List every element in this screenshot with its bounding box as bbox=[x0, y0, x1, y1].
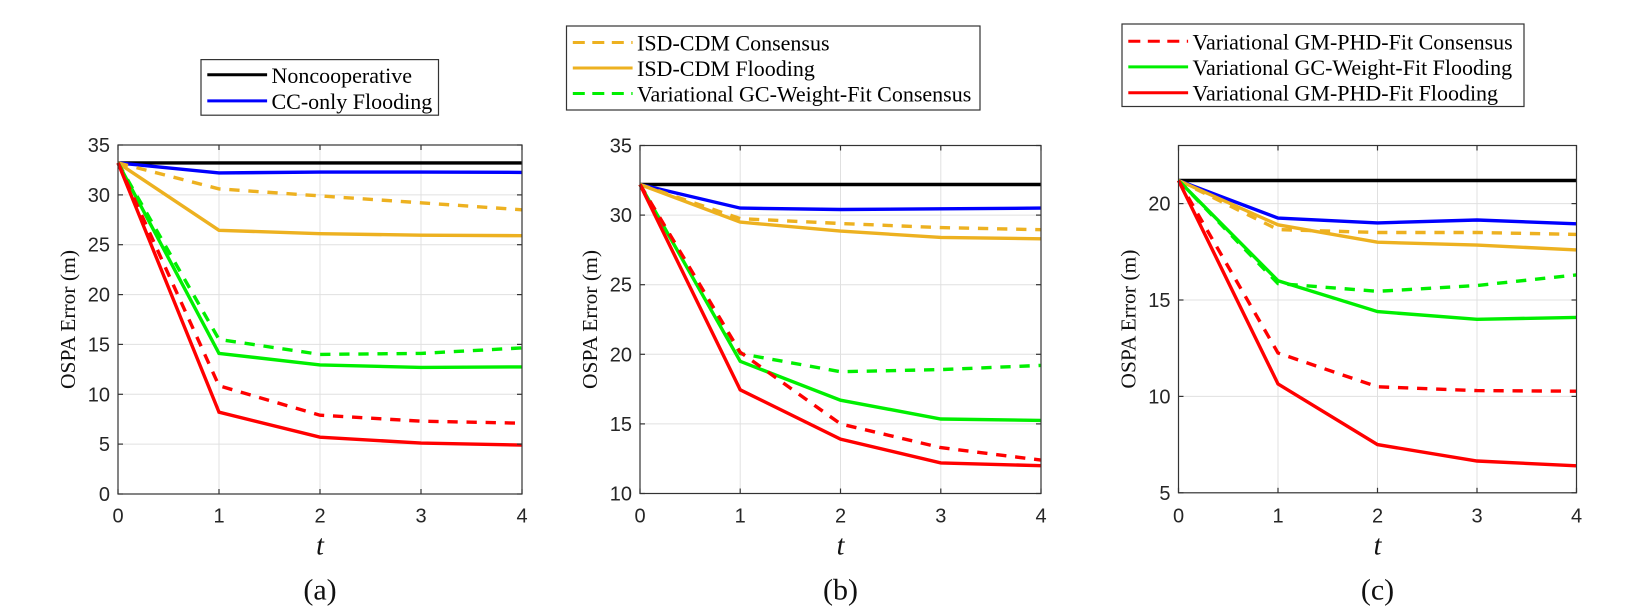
svg-text:3: 3 bbox=[935, 506, 946, 528]
svg-text:15: 15 bbox=[610, 414, 632, 436]
svg-text:t: t bbox=[316, 531, 325, 562]
svg-text:0: 0 bbox=[1173, 506, 1184, 528]
svg-text:3: 3 bbox=[1471, 506, 1482, 528]
svg-text:(c): (c) bbox=[1361, 574, 1394, 607]
svg-text:5: 5 bbox=[1159, 483, 1170, 505]
svg-text:OSPA Error (m): OSPA Error (m) bbox=[56, 250, 80, 389]
svg-text:20: 20 bbox=[1148, 194, 1170, 216]
svg-text:Variational GM-PHD-Fit Consens: Variational GM-PHD-Fit Consensus bbox=[1193, 29, 1513, 54]
svg-text:4: 4 bbox=[516, 506, 527, 528]
svg-text:0: 0 bbox=[112, 506, 123, 528]
svg-text:OSPA Error (m): OSPA Error (m) bbox=[1117, 250, 1141, 389]
svg-text:2: 2 bbox=[1372, 506, 1383, 528]
svg-text:15: 15 bbox=[88, 334, 110, 356]
svg-text:1: 1 bbox=[1272, 506, 1283, 528]
svg-text:t: t bbox=[837, 531, 846, 562]
svg-text:1: 1 bbox=[735, 506, 746, 528]
svg-text:10: 10 bbox=[1148, 386, 1170, 408]
svg-text:Variational GM-PHD-Fit Floodin: Variational GM-PHD-Fit Flooding bbox=[1193, 81, 1499, 106]
svg-text:ISD-CDM Flooding: ISD-CDM Flooding bbox=[637, 56, 815, 81]
svg-text:4: 4 bbox=[1571, 506, 1582, 528]
svg-text:(a): (a) bbox=[303, 574, 336, 607]
svg-text:t: t bbox=[1374, 531, 1383, 562]
svg-text:CC-only Flooding: CC-only Flooding bbox=[272, 89, 433, 114]
svg-text:Variational GC-Weight-Fit Cons: Variational GC-Weight-Fit Consensus bbox=[637, 82, 971, 107]
svg-text:OSPA Error (m): OSPA Error (m) bbox=[578, 250, 602, 389]
svg-text:5: 5 bbox=[99, 434, 110, 456]
svg-text:Noncooperative: Noncooperative bbox=[272, 63, 413, 88]
svg-text:0: 0 bbox=[634, 506, 645, 528]
svg-text:20: 20 bbox=[88, 285, 110, 307]
svg-text:3: 3 bbox=[415, 506, 426, 528]
svg-text:35: 35 bbox=[610, 136, 632, 158]
svg-text:2: 2 bbox=[835, 506, 846, 528]
svg-text:4: 4 bbox=[1035, 506, 1046, 528]
svg-text:25: 25 bbox=[610, 275, 632, 297]
svg-text:35: 35 bbox=[88, 135, 110, 157]
svg-text:30: 30 bbox=[88, 185, 110, 207]
svg-text:(b): (b) bbox=[823, 574, 858, 607]
svg-text:25: 25 bbox=[88, 235, 110, 257]
svg-text:1: 1 bbox=[213, 506, 224, 528]
svg-text:20: 20 bbox=[610, 344, 632, 366]
svg-text:10: 10 bbox=[88, 384, 110, 406]
svg-text:Variational GC-Weight-Fit Floo: Variational GC-Weight-Fit Flooding bbox=[1193, 55, 1513, 80]
svg-text:10: 10 bbox=[610, 484, 632, 506]
svg-text:2: 2 bbox=[314, 506, 325, 528]
svg-text:ISD-CDM Consensus: ISD-CDM Consensus bbox=[637, 31, 830, 56]
svg-text:0: 0 bbox=[99, 484, 110, 506]
svg-text:30: 30 bbox=[610, 205, 632, 227]
svg-text:15: 15 bbox=[1148, 290, 1170, 312]
